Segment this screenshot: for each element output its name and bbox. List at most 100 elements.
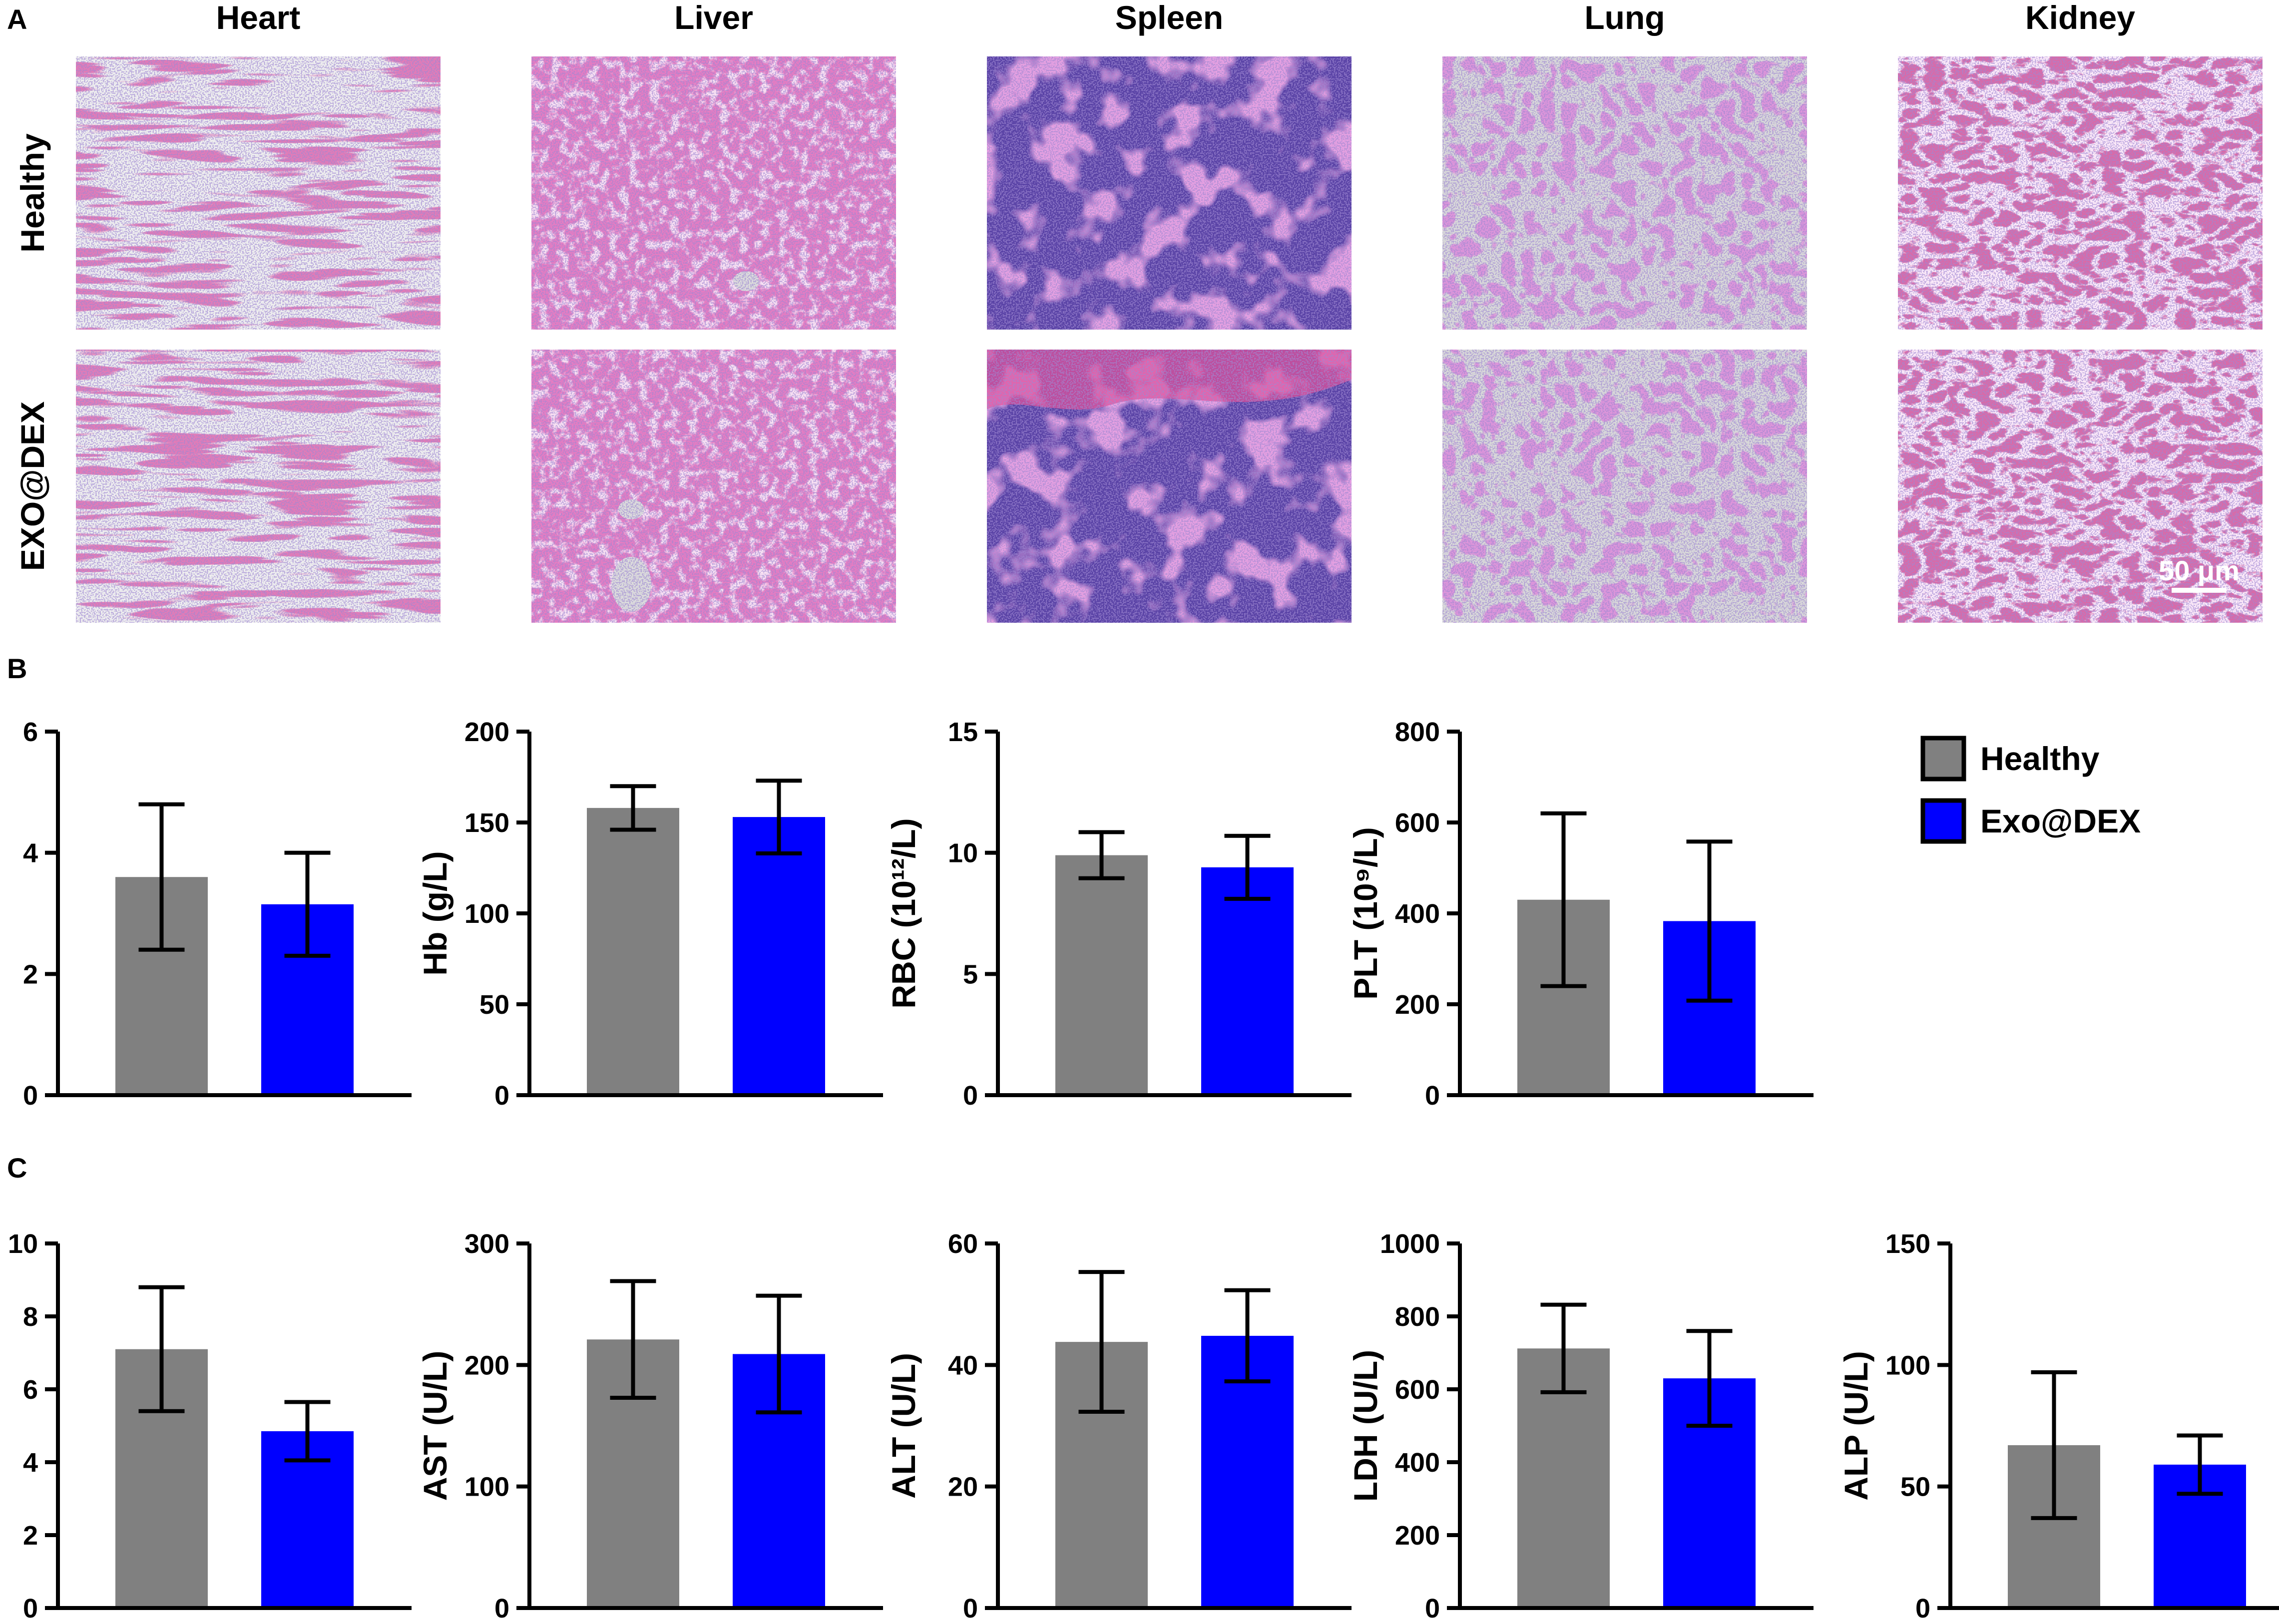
y-tick-label: 10 [948,838,978,868]
y-tick-label: 150 [1885,1229,1930,1259]
y-tick-label: 200 [1395,1521,1440,1551]
y-tick-label: 8 [23,1302,38,1332]
histology-image-heart-exo-dex [76,350,441,623]
y-tick-label: 0 [1915,1594,1930,1624]
histology-grid: Heart Liver Spleen Lung Kidney Healthy EXO@DEX… [14,0,2263,623]
histology-image-kidney-healthy [1898,56,2263,330]
scale-bar-label: 50 μm [2159,555,2240,586]
y-tick-label: 150 [464,808,509,838]
histology-image-liver-healthy [531,56,896,330]
y-tick-label: 0 [1425,1594,1440,1624]
error-bar-exo-dex [756,1293,802,1415]
legend-swatch-healthy [1920,736,1966,782]
nuclei-texture [76,350,441,623]
histology-image-heart-healthy [76,56,441,330]
y-axis-title: PLT (10⁹/L) [1347,827,1384,999]
y-tick-label: 200 [464,717,509,747]
y-axis-title: LDH (U/L) [1347,1350,1384,1502]
y-tick-label: 600 [1395,808,1440,838]
panel-label-b: B [7,653,27,684]
error-bar-exo-dex [1224,1288,1271,1384]
chart-ldh: 0 200 400 600 800 1000 LDH (U/L) [1347,1229,1814,1624]
chart-rbc: 0 5 10 15 RBC (10¹²/L) [885,717,1352,1111]
organ-title-spleen: Spleen [1115,0,1223,36]
error-bar-exo-dex [1686,1329,1733,1428]
y-tick-label: 0 [23,1081,38,1111]
y-tick-label: 0 [494,1081,509,1111]
y-tick-label: 2 [23,1521,38,1551]
y-tick-label: 600 [1395,1375,1440,1405]
histology-image-kidney-exo-dex [1898,350,2263,623]
y-tick-label: 6 [23,717,38,747]
y-tick-label: 400 [1395,899,1440,929]
bar-healthy [1055,855,1148,1095]
error-bar-healthy [2031,1370,2077,1520]
y-tick-label: 20 [948,1472,978,1502]
panel-label-a: A [7,3,27,35]
legend: Healthy Exo@DEX [1920,736,2141,844]
chart-plt: 0 200 400 600 800 PLT (10⁹/L) [1347,717,1814,1111]
y-axis-title: AST (U/L) [417,1351,454,1501]
y-axis-title: Hb (g/L) [417,851,454,975]
y-tick-label: 2 [23,959,38,989]
y-tick-label: 1000 [1380,1229,1440,1259]
nuclei-texture [1442,350,1807,623]
y-tick-label: 10 [8,1229,38,1259]
y-tick-label: 0 [963,1594,978,1624]
y-tick-label: 60 [948,1229,978,1259]
y-tick-label: 5 [963,959,978,989]
y-tick-label: 4 [23,1448,38,1478]
error-bar-exo-dex [284,850,331,958]
y-tick-label: 40 [948,1350,978,1380]
y-tick-label: 800 [1395,1302,1440,1332]
error-bar-healthy [138,1285,185,1413]
histology-image-liver-exo-dex [531,350,896,623]
y-tick-label: 50 [479,990,509,1020]
y-tick-label: 6 [23,1375,38,1405]
y-tick-label: 50 [1900,1472,1930,1502]
error-bar-healthy [1540,1302,1587,1394]
y-tick-label: 0 [494,1594,509,1624]
error-bar-exo-dex [2177,1433,2223,1496]
group-label-healthy: Healthy [14,133,51,253]
nuclei-texture [1898,350,2263,623]
bar-healthy [587,808,679,1095]
error-bar-healthy [610,1279,656,1400]
error-bar-exo-dex [756,779,802,855]
y-tick-label: 200 [464,1350,509,1380]
y-tick-label: 0 [963,1081,978,1111]
y-axis-title: ALT (U/L) [885,1353,922,1499]
y-axis-title: ALP (U/L) [1837,1351,1874,1500]
histology-image-lung-exo-dex [1442,350,1807,623]
y-tick-label: 200 [1395,990,1440,1020]
y-tick-label: 0 [1425,1081,1440,1111]
histology-image-lung-healthy [1442,56,1807,330]
y-tick-label: 15 [948,717,978,747]
nuclei-texture [1442,56,1807,330]
legend-label-healthy: Healthy [1980,740,2100,777]
organ-title-lung: Lung [1584,0,1665,36]
chart-hb: 0 50 100 150 200 Hb (g/L) [417,717,883,1111]
legend-swatch-exo-dex [1920,798,1966,844]
chart-ast: 0 100 200 300 AST (U/L) [417,1229,883,1624]
error-bar-exo-dex [284,1400,331,1463]
error-bar-exo-dex [1224,833,1271,901]
y-tick-label: 300 [464,1229,509,1259]
error-bar-healthy [1540,811,1587,988]
error-bar-healthy [1078,830,1125,880]
y-tick-label: 100 [464,1472,509,1502]
y-axis-title: RBC (10¹²/L) [885,818,922,1008]
y-tick-label: 4 [23,838,38,868]
y-tick-label: 800 [1395,717,1440,747]
nuclei-texture [531,56,896,330]
bar-exo-dex [1201,867,1294,1095]
legend-label-exo-dex: Exo@DEX [1980,803,2141,839]
y-tick-label: 100 [1885,1350,1930,1380]
organ-title-liver: Liver [674,0,753,36]
nuclei-texture [76,56,441,330]
y-tick-label: 0 [23,1594,38,1624]
chart-wbc: 0246WBC (10⁹/L) [23,717,412,1111]
error-bar-healthy [1078,1270,1125,1414]
